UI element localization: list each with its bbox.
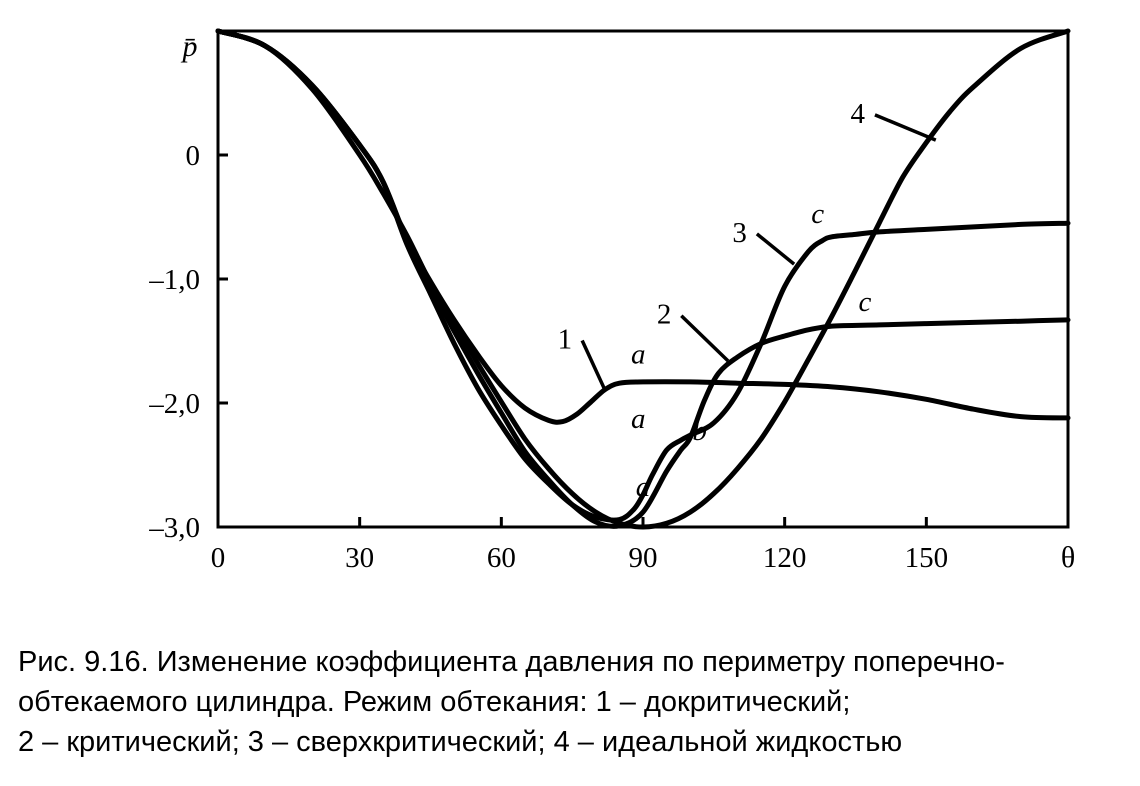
x-tick-label: 150 bbox=[905, 542, 949, 574]
curve-label-4: 4 bbox=[850, 98, 865, 130]
x-tick-label: 60 bbox=[487, 542, 516, 574]
figure-caption: Рис. 9.16. Изменение коэффициента давлен… bbox=[18, 642, 1128, 762]
curve-leader-2 bbox=[680, 314, 730, 363]
curve-label-2: 2 bbox=[657, 299, 672, 331]
curve-leader-4 bbox=[874, 113, 937, 142]
caption-line-2: обтекаемого цилиндра. Режим обтекания: 1… bbox=[18, 686, 851, 718]
curve-label-1: 1 bbox=[558, 324, 573, 356]
caption-line-3: 2 – критический; 3 – сверхкритический; 4… bbox=[18, 726, 903, 758]
point-annotation-a: a bbox=[631, 403, 646, 435]
y-tick-label: –1,0 bbox=[148, 264, 200, 296]
pressure-coefficient-chart: 0 30 60 90 120 150 0 –1,0 –2,0 –3,0 p̄ θ 1 2 3 4 a a b a c c bbox=[148, 28, 1075, 574]
point-annotation-c: c bbox=[811, 198, 824, 230]
x-axis-title: θ bbox=[1061, 541, 1075, 574]
x-tick-label: 0 bbox=[211, 542, 226, 574]
plot-frame bbox=[216, 29, 1070, 529]
curve-leader-1 bbox=[580, 339, 607, 392]
curve-leader-3 bbox=[755, 232, 796, 266]
point-annotation-a: a bbox=[636, 471, 651, 503]
y-tick-label: –2,0 bbox=[148, 388, 200, 420]
point-annotation-b: b bbox=[692, 415, 707, 447]
series-line-3 bbox=[215, 28, 1071, 523]
x-tick-label: 120 bbox=[763, 542, 807, 574]
y-axis-title: p̄ bbox=[181, 30, 198, 63]
series-line-4 bbox=[215, 28, 1071, 530]
series-line-2 bbox=[215, 28, 1071, 529]
x-tick-label: 90 bbox=[629, 542, 658, 574]
curve-label-3: 3 bbox=[732, 217, 747, 249]
point-annotation-a: a bbox=[631, 338, 646, 370]
x-tick-label: 30 bbox=[345, 542, 374, 574]
point-annotation-c: c bbox=[859, 286, 872, 318]
caption-line-1: Рис. 9.16. Изменение коэффициента давлен… bbox=[18, 646, 1005, 678]
y-tick-label: –3,0 bbox=[148, 512, 200, 544]
y-tick-label: 0 bbox=[186, 140, 201, 172]
